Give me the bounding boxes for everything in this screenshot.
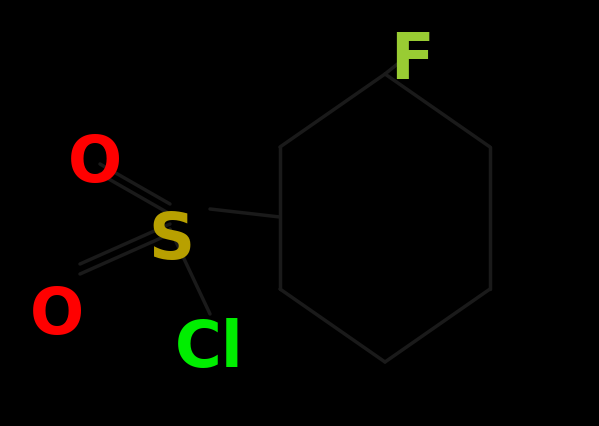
Text: F: F <box>390 30 434 92</box>
Text: Cl: Cl <box>175 317 244 379</box>
Text: S: S <box>148 210 194 271</box>
Text: O: O <box>68 132 122 195</box>
Text: O: O <box>30 284 84 346</box>
